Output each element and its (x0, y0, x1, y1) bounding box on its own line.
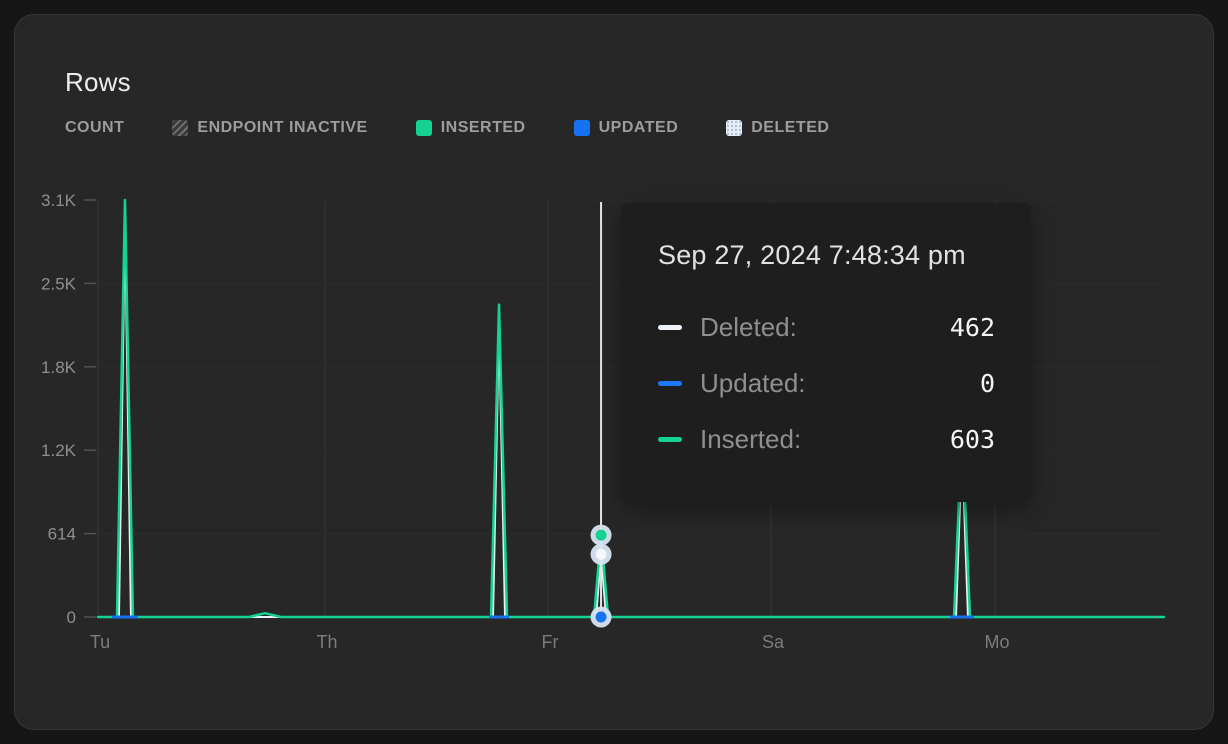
tooltip-rows: Deleted: 462 Updated: 0 Inserted: 603 (658, 311, 995, 455)
legend-item-updated[interactable]: UPDATED (573, 119, 679, 137)
legend-item-label: DELETED (751, 119, 830, 136)
chart-legend: COUNT ENDPOINT INACTIVE INSERTED UPDATED DE… (65, 119, 829, 137)
endpoint-inactive-swatch-icon (172, 120, 189, 136)
legend-item-endpoint-inactive[interactable]: ENDPOINT INACTIVE (172, 119, 367, 137)
tooltip-row-value: 603 (949, 424, 995, 454)
tooltip-row-label: Deleted: (700, 311, 797, 342)
inserted-dash-icon (658, 436, 682, 442)
tooltip-row-value: 462 (949, 312, 995, 342)
legend-item-label: UPDATED (598, 119, 679, 136)
legend-count-label: COUNT (65, 119, 125, 136)
page-title: Rows (65, 67, 131, 97)
tooltip-row-label: Updated: (700, 367, 806, 398)
tooltip-title: Sep 27, 2024 7:48:34 pm (658, 240, 966, 270)
tooltip-row-updated: Updated: 0 (658, 367, 995, 399)
tooltip-row-label: Inserted: (700, 423, 802, 454)
tooltip-row-inserted: Inserted: 603 (658, 423, 995, 455)
tooltip-row-value: 0 (979, 368, 995, 398)
rows-card: Rows COUNT ENDPOINT INACTIVE INSERTED UPDA… (14, 14, 1214, 730)
legend-item-inserted[interactable]: INSERTED (415, 119, 526, 137)
legend-item-deleted[interactable]: DELETED (726, 119, 829, 137)
updated-swatch-icon (573, 120, 590, 136)
legend-item-label: INSERTED (440, 119, 526, 136)
legend-item-label: ENDPOINT INACTIVE (197, 119, 368, 136)
deleted-dash-icon (658, 324, 682, 330)
inserted-swatch-icon (415, 120, 432, 136)
deleted-swatch-icon (726, 120, 743, 136)
tooltip-row-deleted: Deleted: 462 (658, 311, 995, 343)
updated-dash-icon (658, 380, 682, 386)
chart-tooltip: Sep 27, 2024 7:48:34 pm Deleted: 462 Updat… (621, 203, 1031, 502)
